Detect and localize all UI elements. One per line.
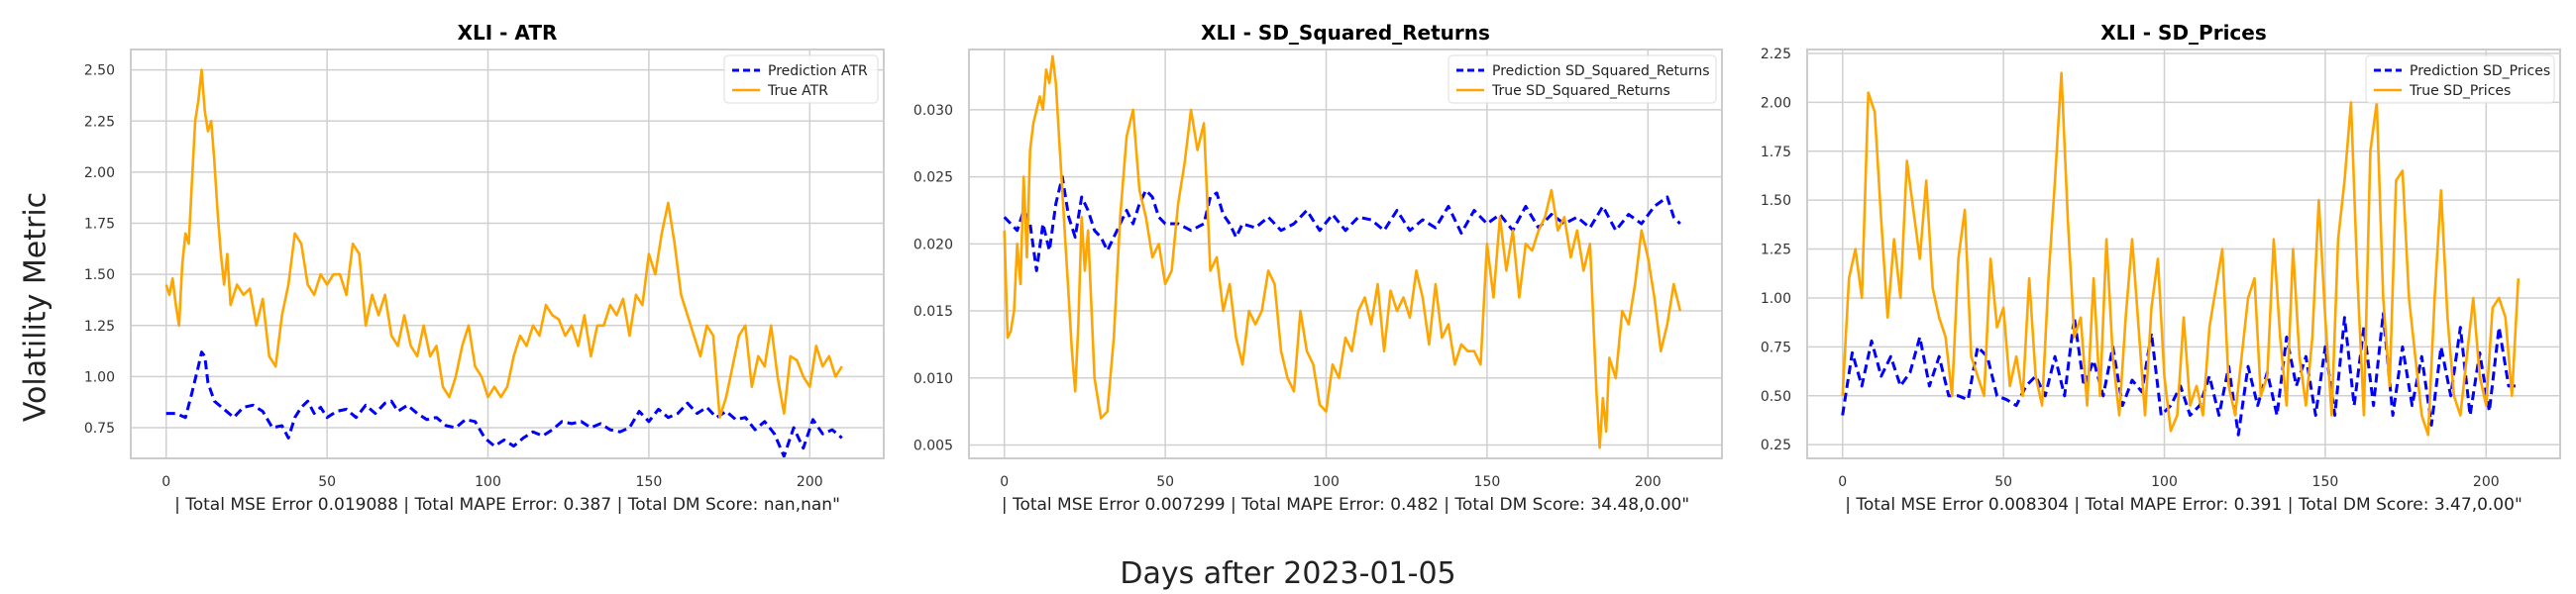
x-tick-label: 0 [1838, 474, 1847, 490]
y-tick-label: 0.25 [1761, 438, 1791, 453]
plot-area [1807, 50, 2560, 458]
y-tick-label: 0.025 [913, 170, 953, 186]
x-tick-label: 50 [1994, 474, 2012, 490]
y-tick-label: 0.015 [913, 304, 953, 320]
chart-panel-atr: 0 50 100 150 200 0.75 1.00 1.25 1.50 1.75 2.00 2.25… [84, 21, 885, 515]
plot-frame [1806, 49, 2561, 459]
chart-title: XLI - ATR [458, 21, 558, 45]
y-tick-label: 2.25 [1761, 47, 1791, 62]
legend-label-true: True SD_Prices [2409, 83, 2511, 99]
y-tick-label: 0.75 [84, 421, 115, 437]
y-tick-label: 1.75 [1761, 145, 1791, 160]
legend: Prediction SD_Squared_Returns True SD_Sq… [1448, 54, 1717, 104]
y-tick-label: 0.010 [913, 371, 953, 387]
y-tick-label: 1.25 [84, 319, 115, 335]
x-tick-label: 0 [161, 474, 170, 490]
plot-frame [130, 49, 885, 459]
tick-labels: 0 50 100 150 200 0.75 1.00 1.25 1.50 1.75 2.00 2.25… [84, 63, 823, 490]
plot-frame [968, 49, 1723, 459]
x-tick-label: 100 [1313, 474, 1340, 490]
figure-y-label: Volatility Metric [18, 191, 54, 423]
chart-panel-sd-squared-returns: 0 50 100 150 200 0.005 0.010 0.015 0.020 0.025 0.0… [913, 21, 1723, 515]
x-tick-label: 100 [475, 474, 501, 490]
x-tick-label: 150 [636, 474, 663, 490]
series-lines [164, 68, 843, 458]
legend: Prediction SD_Prices True SD_Prices [2365, 54, 2555, 104]
chart-title: XLI - SD_Squared_Returns [1201, 21, 1490, 45]
figure-x-label: Days after 2023-01-05 [1120, 556, 1456, 591]
legend-label-prediction: Prediction ATR [768, 63, 868, 79]
y-tick-label: 1.50 [1761, 193, 1791, 209]
y-tick-label: 0.020 [913, 237, 953, 252]
y-tick-label: 2.25 [84, 114, 115, 130]
x-tick-label: 200 [2473, 474, 2500, 490]
legend-box [2365, 54, 2555, 104]
chart-title: XLI - SD_Prices [2100, 21, 2267, 45]
x-axis-label: | Total MSE Error 0.007299 | Total MAPE … [1002, 495, 1689, 515]
series-line-prediction [1003, 175, 1681, 272]
y-tick-label: 0.005 [913, 438, 953, 453]
y-tick-label: 1.25 [1761, 243, 1791, 258]
series-line-true [1003, 54, 1682, 449]
legend-label-prediction: Prediction SD_Squared_Returns [1492, 63, 1710, 79]
x-axis-label: | Total MSE Error 0.019088 | Total MAPE … [174, 495, 840, 515]
y-tick-label: 0.50 [1761, 389, 1791, 405]
x-axis-label: | Total MSE Error 0.008304 | Total MAPE … [1845, 495, 2522, 515]
legend-box [723, 54, 879, 104]
plot-area [131, 50, 884, 458]
y-tick-label: 2.00 [1761, 95, 1791, 111]
y-tick-label: 2.00 [84, 165, 115, 181]
x-tick-label: 50 [318, 474, 336, 490]
tick-labels: 0 50 100 150 200 0.005 0.010 0.015 0.020 0.025 0.0… [913, 103, 1662, 490]
legend: Prediction ATR True ATR [723, 54, 879, 104]
chart-panel-sd-prices: 0 50 100 150 200 0.25 0.50 0.75 1.00 1.25 1.50 1.75… [1761, 21, 2561, 515]
x-tick-label: 150 [1474, 474, 1501, 490]
legend-label-prediction: Prediction SD_Prices [2410, 63, 2550, 79]
x-tick-label: 100 [2151, 474, 2178, 490]
y-tick-label: 1.50 [84, 267, 115, 283]
y-tick-label: 0.030 [913, 103, 953, 119]
y-tick-label: 0.75 [1761, 340, 1791, 355]
x-tick-label: 50 [1156, 474, 1174, 490]
series-line-true [1841, 71, 2521, 437]
y-tick-label: 2.50 [84, 63, 115, 79]
legend-label-true: True SD_Squared_Returns [1491, 83, 1670, 99]
series-line-true [164, 68, 843, 419]
series-line-prediction [1841, 312, 2519, 437]
tick-labels: 0 50 100 150 200 0.25 0.50 0.75 1.00 1.25 1.50 1.75… [1761, 47, 2500, 490]
series-lines [1841, 71, 2521, 437]
y-tick-label: 1.00 [1761, 291, 1791, 307]
x-tick-label: 0 [1000, 474, 1009, 490]
x-tick-label: 150 [2312, 474, 2339, 490]
plot-area [969, 50, 1722, 458]
x-tick-label: 200 [1635, 474, 1662, 490]
y-tick-label: 1.00 [84, 369, 115, 385]
x-tick-label: 200 [797, 474, 823, 490]
series-lines [1003, 54, 1682, 449]
y-tick-label: 1.75 [84, 217, 115, 233]
legend-box [1448, 54, 1717, 104]
legend-label-true: True ATR [767, 83, 828, 99]
